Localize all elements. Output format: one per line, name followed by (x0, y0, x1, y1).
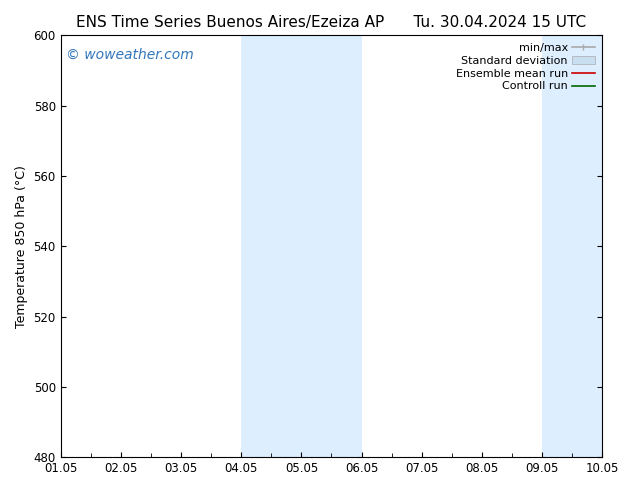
Legend: min/max, Standard deviation, Ensemble mean run, Controll run: min/max, Standard deviation, Ensemble me… (451, 39, 599, 96)
Y-axis label: Temperature 850 hPa (°C): Temperature 850 hPa (°C) (15, 165, 28, 328)
Text: © woweather.com: © woweather.com (66, 48, 194, 62)
Bar (241, 35, 361, 457)
Bar (542, 35, 634, 457)
Title: ENS Time Series Buenos Aires/Ezeiza AP      Tu. 30.04.2024 15 UTC: ENS Time Series Buenos Aires/Ezeiza AP T… (77, 15, 586, 30)
